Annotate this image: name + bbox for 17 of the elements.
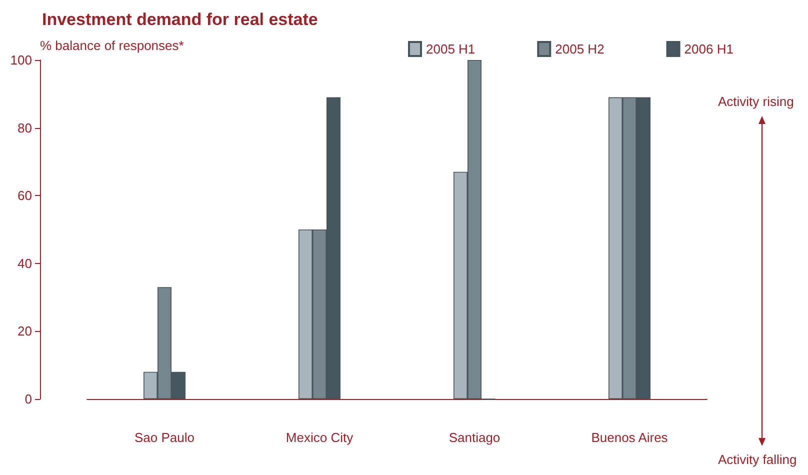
y-tick-label: 40 [18, 256, 32, 271]
y-axis-title: % balance of responses* [40, 38, 184, 53]
y-tick-label: 80 [18, 120, 32, 136]
text: Activity rising [718, 94, 794, 109]
y-tick-label: 60 [18, 188, 32, 204]
x-tick-label: Buenos Aires [591, 430, 668, 445]
legend-label: 2005 H2 [555, 42, 604, 56]
y-tick-label: 20 [18, 324, 32, 339]
text: Activity falling [718, 452, 797, 467]
y-tick-label: 100 [10, 52, 32, 68]
legend-label: 2005 H1 [426, 42, 476, 56]
x-tick-label: Santiago [448, 430, 500, 445]
x-tick-label: Sao Paulo [134, 430, 194, 445]
x-tick-label: Mexico City [286, 430, 354, 445]
y-tick-label: 0 [24, 392, 32, 406]
legend-label: 2006 H1 [684, 42, 734, 56]
chart-title: Investment demand for real estate [42, 10, 318, 29]
